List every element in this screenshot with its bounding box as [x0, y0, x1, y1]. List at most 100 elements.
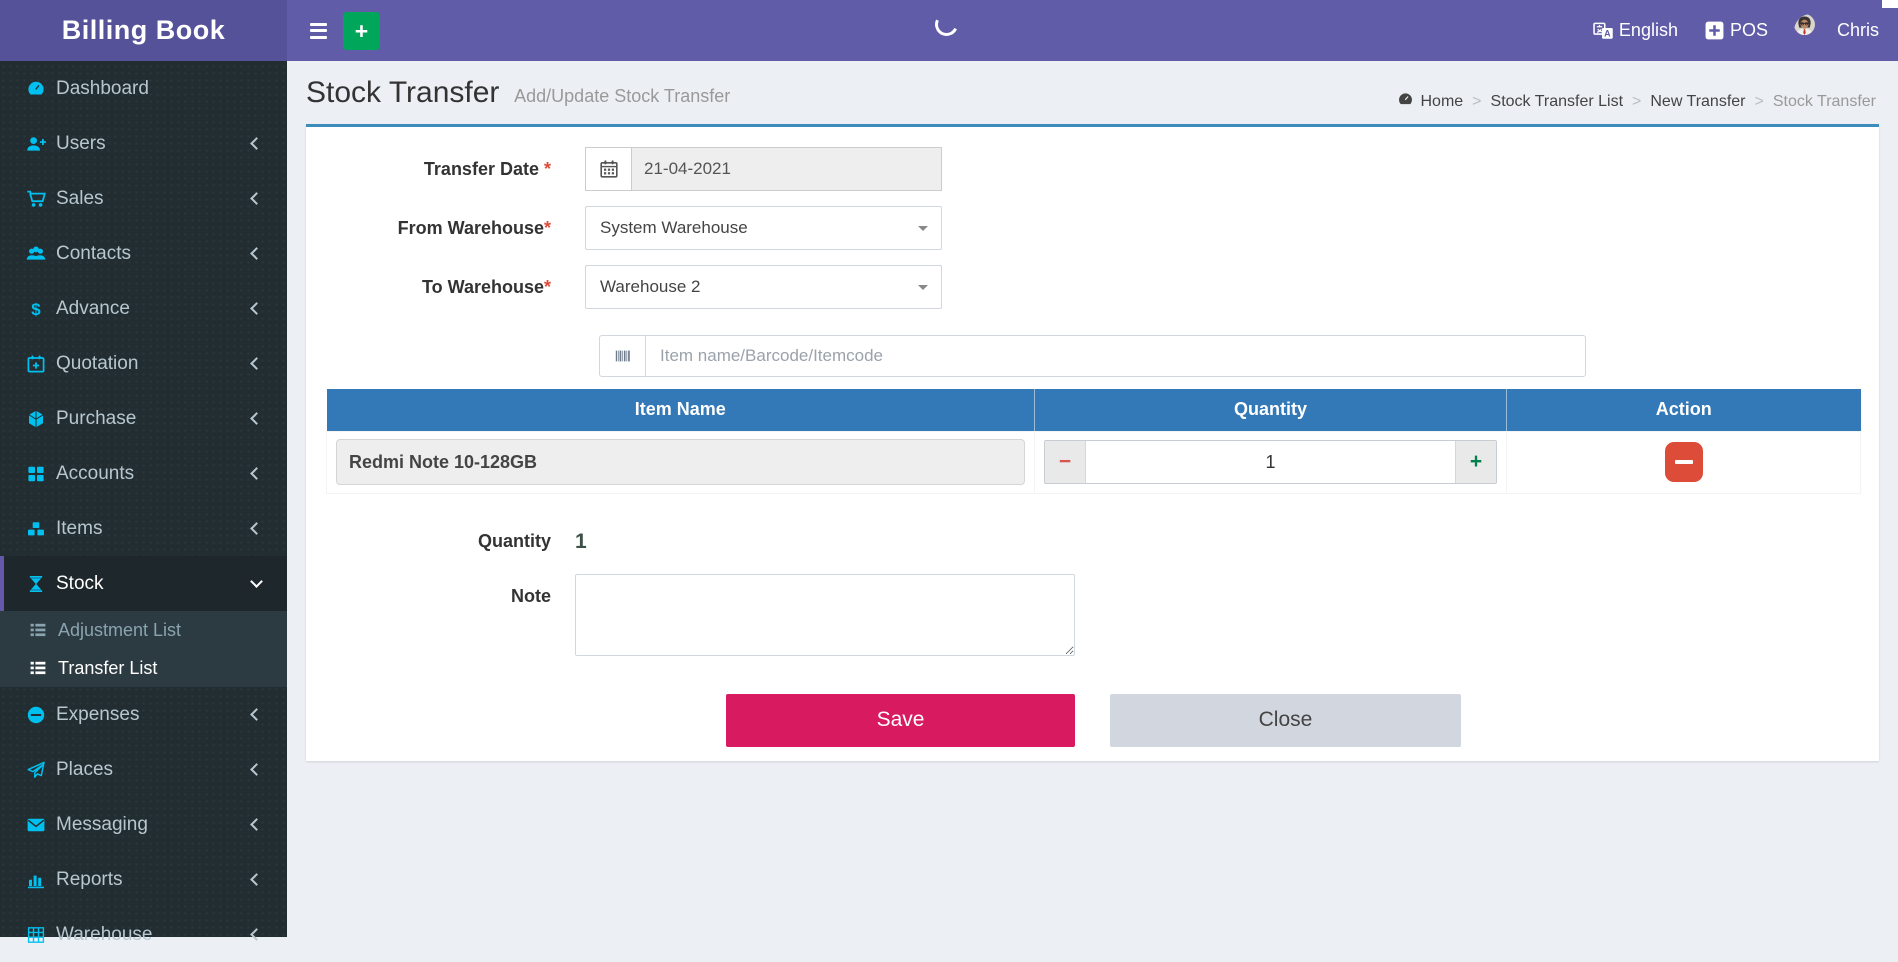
sidebar-item-stock[interactable]: Stock	[0, 556, 287, 611]
transfer-date-input[interactable]	[631, 147, 942, 191]
quantity-total-value: 1	[575, 529, 587, 553]
table-header-row: Item Name Quantity Action	[326, 389, 1861, 431]
breadcrumb-current: Stock Transfer	[1772, 93, 1876, 110]
sidebar-item-label: Dashboard	[56, 77, 149, 99]
item-search-group	[599, 335, 1586, 377]
quantity-increment-button[interactable]: +	[1456, 441, 1496, 483]
cube-icon	[26, 409, 48, 429]
sidebar-toggle-button[interactable]	[297, 0, 339, 61]
quantity-stepper: −+	[1044, 440, 1497, 484]
quantity-decrement-button[interactable]: −	[1045, 441, 1085, 483]
transfer-date-label: Transfer Date *	[423, 158, 551, 179]
sidebar-item-items[interactable]: Items	[0, 501, 287, 556]
from-warehouse-select[interactable]: System Warehouse	[585, 206, 942, 250]
page-subtitle: Add/Update Stock Transfer	[514, 86, 731, 106]
sidebar-item-warehouse[interactable]: Warehouse	[0, 907, 287, 962]
from-warehouse-label: From Warehouse*	[397, 217, 551, 238]
navbar-right: A English POS	[1580, 0, 1892, 61]
quick-add-button[interactable]: +	[343, 12, 380, 50]
page-title: Stock Transfer	[306, 76, 500, 109]
main-content: Stock Transfer Add/Update Stock Transfer…	[287, 61, 1898, 937]
chevron-left-icon	[250, 522, 263, 535]
sidebar-subitem-label: Transfer List	[58, 657, 158, 678]
user-menu[interactable]: Chris	[1781, 0, 1892, 61]
sidebar-item-dashboard[interactable]: Dashboard	[0, 61, 287, 116]
sidebar-subitem-label: Adjustment List	[58, 619, 182, 640]
sidebar-item-label: Users	[56, 132, 106, 154]
sidebar-subitem-adjustment-list[interactable]: Adjustment List	[0, 611, 287, 649]
envelope-icon	[26, 815, 48, 835]
to-warehouse-select[interactable]: Warehouse 2	[585, 265, 942, 309]
close-button[interactable]: Close	[1110, 693, 1461, 747]
breadcrumb-stock-transfer-list-link[interactable]: Stock Transfer List	[1490, 93, 1624, 110]
sidebar-item-label: Quotation	[56, 352, 139, 374]
chevron-left-icon	[250, 357, 263, 370]
sidebar-item-label: Purchase	[56, 407, 137, 429]
quantity-total-row: Quantity 1	[306, 530, 1879, 554]
chevron-left-icon	[250, 412, 263, 425]
pos-link[interactable]: POS	[1691, 0, 1781, 61]
minus-circle-icon	[26, 705, 48, 725]
sidebar-item-label: Expenses	[56, 703, 140, 725]
transfer-items-table: Item Name Quantity Action −+	[326, 389, 1861, 494]
content-header: Stock Transfer Add/Update Stock Transfer…	[287, 61, 1898, 114]
column-header-action: Action	[1506, 389, 1861, 431]
list-icon	[28, 658, 50, 678]
sidebar: Billing Book Dashboard Users Sales Contacts…	[0, 0, 287, 945]
to-warehouse-row: To Warehouse* Warehouse 2	[306, 265, 1879, 309]
required-asterisk: *	[543, 217, 551, 238]
sidebar-item-accounts[interactable]: Accounts	[0, 446, 287, 501]
chevron-down-icon	[250, 575, 263, 588]
user-plus-icon	[26, 134, 48, 154]
chevron-left-icon	[250, 818, 263, 831]
language-menu[interactable]: A English	[1580, 0, 1691, 61]
user-name: Chris	[1836, 20, 1879, 40]
sidebar-item-expenses[interactable]: Expenses	[0, 687, 287, 742]
sidebar-item-reports[interactable]: Reports	[0, 852, 287, 907]
item-search-input[interactable]	[646, 336, 1585, 376]
quantity-input[interactable]	[1085, 441, 1456, 483]
calendar-icon	[585, 147, 631, 191]
sidebar-item-contacts[interactable]: Contacts	[0, 226, 287, 281]
users-icon	[26, 244, 48, 264]
sidebar-item-advance[interactable]: $ Advance	[0, 281, 287, 336]
bar-chart-icon	[26, 870, 48, 890]
sidebar-item-label: Reports	[56, 868, 123, 890]
paper-plane-icon	[26, 760, 48, 780]
required-asterisk: *	[543, 276, 551, 297]
chevron-left-icon	[250, 928, 263, 941]
scrollbar-notch[interactable]	[1882, 0, 1898, 8]
item-name-display	[336, 439, 1025, 485]
note-textarea[interactable]	[575, 573, 1075, 656]
plus-square-icon	[1704, 20, 1730, 41]
app-logo[interactable]: Billing Book	[0, 0, 287, 61]
sidebar-item-label: Accounts	[56, 462, 135, 484]
breadcrumb-new-transfer-link[interactable]: New Transfer	[1650, 93, 1746, 110]
hourglass-icon	[26, 574, 48, 594]
sidebar-item-places[interactable]: Places	[0, 742, 287, 797]
to-warehouse-label: To Warehouse*	[421, 276, 551, 297]
sidebar-item-messaging[interactable]: Messaging	[0, 797, 287, 852]
sidebar-item-label: Messaging	[56, 813, 148, 835]
chevron-left-icon	[250, 247, 263, 260]
sidebar-item-sales[interactable]: Sales	[0, 171, 287, 226]
minus-icon	[1674, 460, 1693, 464]
sidebar-item-quotation[interactable]: Quotation	[0, 336, 287, 391]
save-button[interactable]: Save	[726, 693, 1075, 747]
sidebar-item-users[interactable]: Users	[0, 116, 287, 171]
remove-item-button[interactable]	[1664, 442, 1703, 482]
transfer-date-row: Transfer Date *	[306, 147, 1879, 191]
column-header-item-name: Item Name	[326, 389, 1035, 431]
sidebar-subitem-transfer-list[interactable]: Transfer List	[0, 649, 287, 687]
sidebar-menu: Dashboard Users Sales Contacts $ Advance Quota…	[0, 61, 287, 962]
breadcrumb-home-link[interactable]: Home	[1420, 93, 1464, 110]
sidebar-item-purchase[interactable]: Purchase	[0, 391, 287, 446]
stock-transfer-card: Transfer Date* From Warehouse* System Wa…	[306, 124, 1879, 761]
required-asterisk: *	[543, 158, 551, 179]
sidebar-item-label: Advance	[56, 297, 130, 319]
language-label: English	[1618, 20, 1678, 40]
note-row: Note	[306, 573, 1879, 656]
top-navbar: + A English POS	[287, 0, 1898, 61]
breadcrumb-separator: >	[1632, 93, 1642, 110]
chevron-left-icon	[250, 302, 263, 315]
